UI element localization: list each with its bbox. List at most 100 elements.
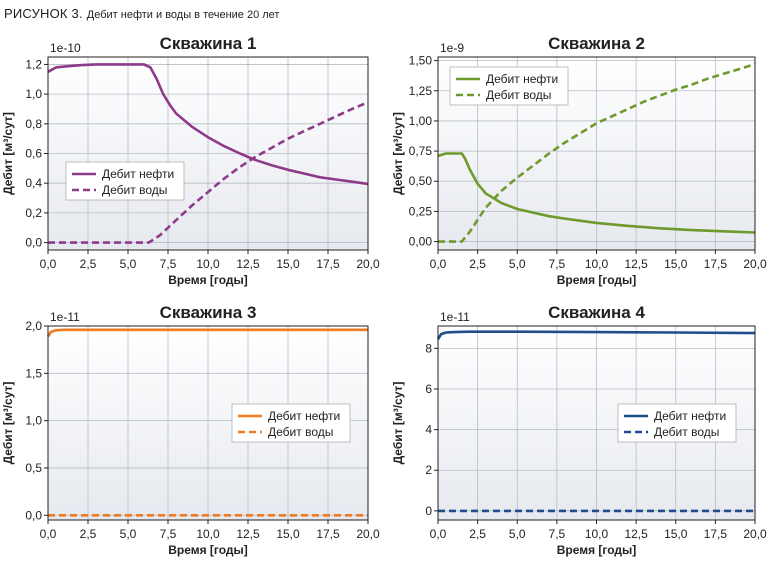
chart-title: Скважина 4 (548, 303, 645, 322)
x-tick-label: 5,0 (120, 527, 137, 541)
legend: Дебит нефти Дебит воды (231, 403, 351, 443)
x-tick-label: 0,0 (430, 257, 447, 271)
x-tick-label: 2,5 (469, 257, 486, 271)
y-tick-label: 0,0 (25, 236, 42, 250)
x-axis-title: Время [годы] (557, 273, 637, 287)
x-axis-title: Время [годы] (168, 273, 248, 287)
y-multiplier: 1e-11 (50, 310, 80, 324)
x-tick-label: 17,5 (316, 257, 340, 271)
y-tick-label: 2 (425, 463, 432, 477)
legend-label-oil: Дебит нефти (654, 409, 726, 423)
x-tick-label: 5,0 (120, 257, 137, 271)
y-tick-label: 1,5 (25, 366, 42, 380)
legend-box (617, 403, 737, 443)
y-tick-label: 0,5 (25, 461, 42, 475)
x-tick-label: 15,0 (664, 257, 688, 271)
legend: Дебит нефти Дебит воды (617, 403, 737, 443)
x-tick-label: 12,5 (236, 527, 260, 541)
x-tick-label: 12,5 (624, 527, 648, 541)
x-tick-label: 0,0 (40, 527, 57, 541)
y-tick-label: 1,50 (409, 54, 433, 68)
y-tick-label: 0,00 (409, 235, 433, 249)
x-tick-label: 0,0 (40, 257, 57, 271)
x-tick-label: 10,0 (196, 527, 220, 541)
x-tick-label: 7,5 (160, 527, 177, 541)
legend: Дебит нефти Дебит воды (65, 161, 185, 201)
x-tick-label: 17,5 (704, 527, 728, 541)
series-line-oil (46, 328, 368, 338)
y-axis-title: Дебит [м³/сут] (391, 382, 405, 465)
legend-label-water: Дебит воды (268, 425, 333, 439)
y-multiplier: 1e-9 (440, 41, 464, 55)
y-tick-label: 1,2 (25, 57, 42, 71)
legend-box (65, 161, 185, 201)
x-tick-label: 17,5 (704, 257, 728, 271)
x-tick-label: 5,0 (509, 527, 526, 541)
x-axis-title: Время [годы] (168, 543, 248, 557)
chart-title: Скважина 1 (160, 34, 257, 53)
x-tick-label: 15,0 (276, 257, 300, 271)
y-multiplier: 1e-11 (440, 310, 470, 324)
x-axis-title: Время [годы] (557, 543, 637, 557)
x-tick-label: 17,5 (316, 527, 340, 541)
series-line-oil (47, 63, 369, 186)
x-tick-label: 7,5 (549, 527, 566, 541)
y-tick-label: 1,00 (409, 114, 433, 128)
x-tick-label: 20,0 (356, 527, 380, 541)
legend-label-water: Дебит воды (654, 425, 719, 439)
y-tick-label: 0,75 (409, 144, 433, 158)
x-tick-label: 0,0 (430, 527, 447, 541)
y-tick-label: 0,25 (409, 204, 433, 218)
y-multiplier: 1e-10 (50, 41, 81, 55)
x-tick-label: 10,0 (585, 257, 609, 271)
legend-label-oil: Дебит нефти (268, 409, 340, 423)
figure-label: РИСУНОК 3. (4, 6, 83, 21)
x-tick-label: 7,5 (549, 257, 566, 271)
x-tick-label: 7,5 (160, 257, 177, 271)
chart-title: Скважина 2 (548, 34, 645, 53)
y-tick-label: 0,50 (409, 174, 433, 188)
x-tick-label: 15,0 (276, 527, 300, 541)
legend-label-oil: Дебит нефти (486, 72, 558, 86)
x-tick-label: 20,0 (743, 527, 767, 541)
x-tick-label: 2,5 (80, 257, 97, 271)
chart-panel-3: 0,0 2,5 5,0 7,5 10,0 12,5 15,0 17,5 20,0 0,0 0,5 1,… (1, 303, 380, 557)
x-tick-label: 10,0 (196, 257, 220, 271)
y-tick-label: 1,0 (25, 414, 42, 428)
y-tick-label: 1,25 (409, 84, 433, 98)
x-tick-label: 2,5 (469, 527, 486, 541)
legend-label-oil: Дебит нефти (102, 167, 174, 181)
y-axis-title: Дебит [м³/сут] (1, 382, 15, 465)
x-tick-label: 2,5 (80, 527, 97, 541)
chart-panel-4: 0,0 2,5 5,0 7,5 10,0 12,5 15,0 17,5 20,0 0 2 4 6 8 1e-… (391, 303, 767, 557)
y-axis-title: Дебит [м³/сут] (391, 112, 405, 195)
y-tick-label: 0,6 (25, 147, 42, 161)
y-tick-label: 4 (425, 423, 432, 437)
legend-box (231, 403, 351, 443)
x-tick-label: 12,5 (236, 257, 260, 271)
y-tick-label: 1,0 (25, 87, 42, 101)
series-line-water (48, 101, 369, 244)
x-tick-label: 15,0 (664, 527, 688, 541)
y-tick-label: 0,8 (25, 117, 42, 131)
chart-title: Скважина 3 (160, 303, 257, 322)
legend-box (449, 66, 569, 106)
x-tick-label: 20,0 (743, 257, 767, 271)
y-tick-label: 8 (425, 341, 432, 355)
x-tick-label: 10,0 (585, 527, 609, 541)
y-tick-label: 0,0 (25, 508, 42, 522)
y-tick-label: 0 (425, 504, 432, 518)
y-tick-label: 0,4 (25, 176, 42, 190)
legend-label-water: Дебит воды (102, 183, 167, 197)
legend: Дебит нефти Дебит воды (449, 66, 569, 106)
figure-caption: РИСУНОК 3. Дебит нефти и воды в течение 2… (4, 6, 279, 21)
legend-label-water: Дебит воды (486, 88, 551, 102)
x-tick-label: 20,0 (356, 257, 380, 271)
chart-panel-2: 0,0 2,5 5,0 7,5 10,0 12,5 15,0 17,5 20,0 0,00 0,25… (391, 34, 767, 287)
y-tick-label: 6 (425, 382, 432, 396)
y-tick-label: 2,0 (25, 319, 42, 333)
figure-caption-text: Дебит нефти и воды в течение 20 лет (86, 9, 280, 21)
y-axis-title: Дебит [м³/сут] (1, 112, 15, 195)
x-tick-label: 12,5 (624, 257, 648, 271)
